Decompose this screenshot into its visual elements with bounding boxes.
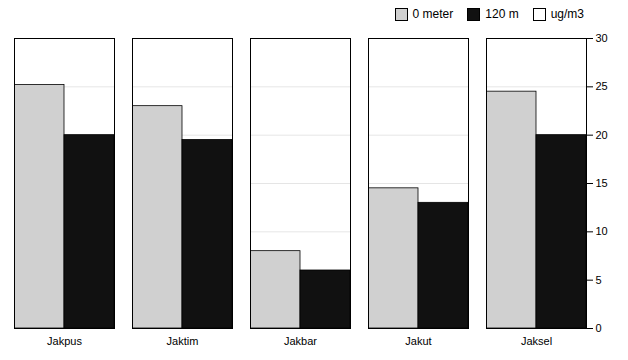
svg-text:15: 15 — [596, 177, 608, 189]
svg-text:30: 30 — [596, 32, 608, 44]
svg-text:Jaksel: Jaksel — [521, 335, 552, 347]
svg-text:20: 20 — [596, 129, 608, 141]
svg-text:Jakbar: Jakbar — [284, 335, 317, 347]
svg-text:0: 0 — [596, 322, 602, 334]
svg-text:Jaktim: Jaktim — [167, 335, 199, 347]
html-text:ug/m3: ug/m3 — [550, 7, 584, 21]
svg-text:Jakut: Jakut — [405, 335, 431, 347]
svg-text:25: 25 — [596, 80, 608, 92]
svg-text:Jakpus: Jakpus — [47, 335, 82, 347]
html-text:120 m: 120 m — [485, 7, 519, 21]
svg-text:10: 10 — [596, 225, 608, 237]
html-text:0 meter: 0 meter — [412, 7, 454, 21]
svg-text:5: 5 — [596, 274, 602, 286]
